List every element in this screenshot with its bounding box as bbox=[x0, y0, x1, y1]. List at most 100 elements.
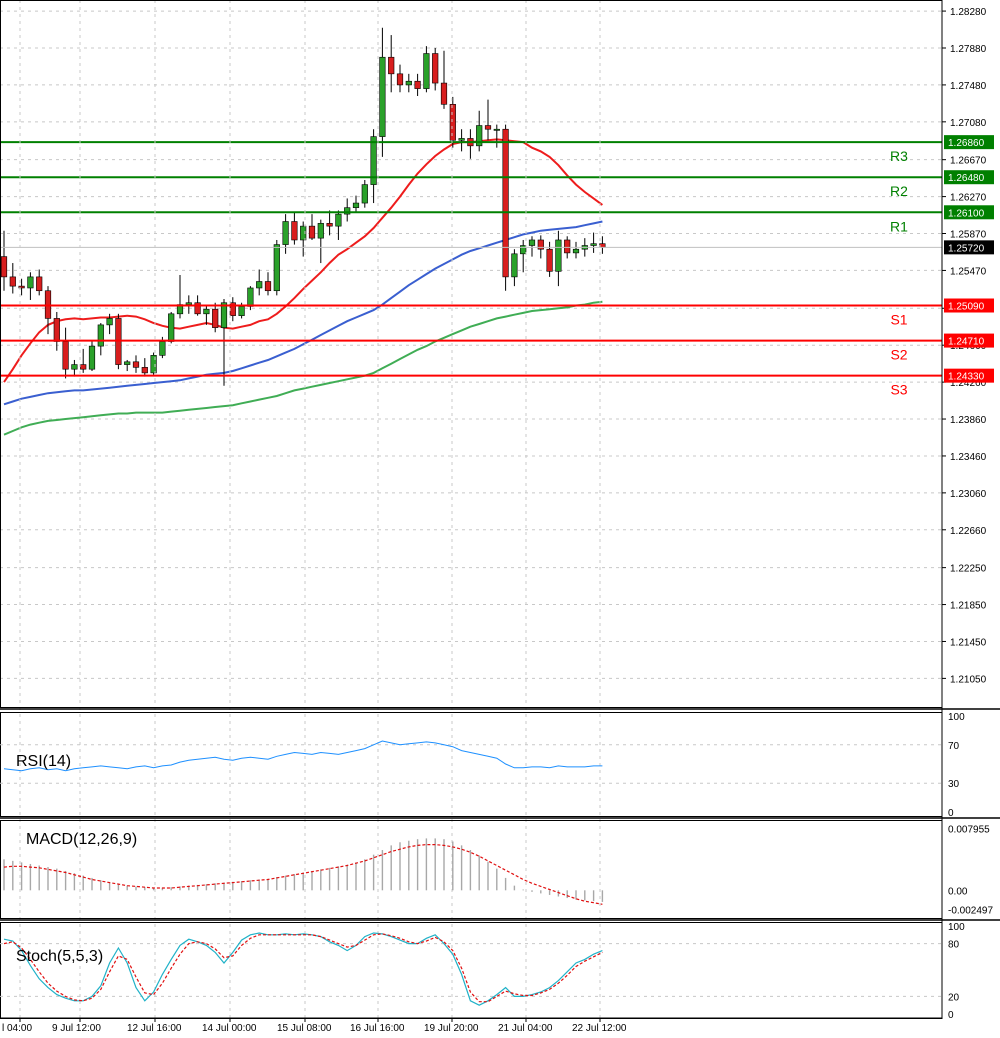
candle-bullish bbox=[423, 53, 430, 89]
level-price-label: 1.24330 bbox=[948, 372, 985, 383]
price-tick-label: 1.26270 bbox=[950, 193, 987, 204]
candle-bullish bbox=[379, 56, 386, 137]
x-tick-label: 12 Jul 16:00 bbox=[127, 1023, 182, 1033]
candle-bullish bbox=[335, 213, 342, 227]
candle-bearish bbox=[484, 125, 492, 130]
level-name-label: S2 bbox=[890, 347, 907, 363]
price-tick-label: 1.26670 bbox=[950, 156, 987, 167]
x-tick-label: 21 Jul 04:00 bbox=[498, 1023, 553, 1033]
candles bbox=[0, 27, 606, 386]
macd-tick-label: -0.002497 bbox=[948, 906, 993, 917]
price-tick-label: 1.27080 bbox=[950, 118, 987, 129]
level-name-label: S3 bbox=[890, 382, 907, 398]
level-s1: S1 1.25090 bbox=[0, 298, 994, 328]
candle-bullish bbox=[370, 136, 377, 185]
stoch-tick-label: 100 bbox=[948, 922, 965, 933]
candle-bullish bbox=[168, 313, 175, 342]
candle-bearish bbox=[502, 128, 509, 278]
candle-bullish bbox=[203, 308, 210, 315]
candle-bearish bbox=[36, 276, 43, 292]
price-tick-label: 1.27880 bbox=[950, 44, 987, 55]
x-tick-label: 22 Jul 12:00 bbox=[572, 1023, 627, 1033]
candle-bullish bbox=[476, 125, 483, 147]
price-tick-label: 1.23460 bbox=[950, 452, 987, 463]
level-price-label: 1.26480 bbox=[948, 173, 985, 184]
x-tick-label: 19 Jul 20:00 bbox=[424, 1023, 479, 1033]
level-price-label: 1.26100 bbox=[948, 208, 985, 219]
candle-bullish bbox=[352, 202, 360, 208]
rsi-panel-frame bbox=[0, 712, 943, 817]
stoch-signal-line bbox=[3, 933, 603, 1003]
current-price-tag bbox=[944, 240, 994, 255]
x-tick-label: l 04:00 bbox=[2, 1023, 32, 1033]
level-name-label: R1 bbox=[890, 218, 908, 234]
candle-bullish bbox=[493, 128, 500, 131]
candle-bullish bbox=[590, 243, 597, 246]
stoch-main-line bbox=[3, 932, 603, 1006]
candle-bullish bbox=[344, 207, 351, 215]
rsi-tick-label: 70 bbox=[948, 741, 960, 752]
x-axis: l 04:00 9 Jul 12:00 12 Jul 16:00 14 Jul 00:… bbox=[0, 1017, 942, 1034]
level-price-tag bbox=[944, 333, 994, 348]
candle-bullish bbox=[88, 345, 96, 370]
macd-signal-line bbox=[3, 844, 603, 905]
candle-bearish bbox=[308, 225, 316, 239]
level-r1: R1 1.26100 bbox=[0, 205, 994, 234]
candle-bullish bbox=[185, 302, 192, 305]
candle-bullish bbox=[458, 138, 465, 141]
macd-tick-label: 0.00 bbox=[948, 886, 968, 897]
x-tick-label: 14 Jul 00:00 bbox=[202, 1023, 257, 1033]
candle-bullish bbox=[317, 223, 324, 239]
level-name-label: R3 bbox=[890, 148, 908, 164]
candle-bearish bbox=[9, 276, 16, 287]
level-name-label: R2 bbox=[890, 183, 908, 199]
current-price-label: 1.25720 bbox=[948, 243, 985, 254]
candle-bearish bbox=[396, 73, 404, 86]
candle-bullish bbox=[555, 239, 562, 272]
price-tick-label: 1.27480 bbox=[950, 81, 987, 92]
candle-bullish bbox=[150, 355, 157, 374]
candle-bearish bbox=[53, 318, 60, 342]
x-tick-label: 16 Jul 16:00 bbox=[350, 1023, 405, 1033]
candle-bearish bbox=[546, 248, 553, 272]
rsi-tick-label: 0 bbox=[948, 808, 954, 819]
stoch-tick-label: 0 bbox=[948, 1010, 954, 1021]
price-tick-label: 1.25470 bbox=[950, 266, 987, 277]
price-tick-label: 1.28280 bbox=[950, 7, 987, 18]
rsi-line bbox=[3, 740, 603, 772]
candle-bullish bbox=[300, 225, 307, 241]
candle-bearish bbox=[194, 302, 201, 315]
candle-bullish bbox=[71, 364, 78, 370]
candle-bullish bbox=[106, 318, 113, 326]
price-tick-label: 1.21850 bbox=[950, 601, 987, 612]
candle-bullish bbox=[528, 239, 536, 246]
level-price-tag bbox=[944, 205, 994, 220]
price-tick-label: 1.23060 bbox=[950, 489, 987, 500]
macd-label: MACD(12,26,9) bbox=[26, 831, 137, 848]
rsi-label: RSI(14) bbox=[16, 753, 71, 770]
candle-bearish bbox=[291, 221, 298, 241]
candle-bullish bbox=[520, 245, 527, 255]
candle-bullish bbox=[247, 287, 254, 307]
stoch-label: Stoch(5,5,3) bbox=[16, 948, 103, 965]
level-price-tag bbox=[944, 170, 994, 185]
candle-bearish bbox=[264, 281, 272, 292]
candle-bearish bbox=[449, 103, 456, 141]
candle-bullish bbox=[256, 281, 263, 289]
macd-tick-label: 0.007955 bbox=[948, 825, 990, 836]
rsi-panel: 100 70 30 0 RSI(14) bbox=[0, 712, 965, 819]
candle-bullish bbox=[511, 253, 518, 278]
candle-bullish bbox=[273, 244, 280, 292]
macd-panel: 0.007955 0.00 -0.002497 MACD(12,26,9) bbox=[3, 825, 993, 917]
candle-bullish bbox=[238, 306, 245, 316]
level-r2: R2 1.26480 bbox=[0, 170, 994, 199]
candle-bearish bbox=[432, 53, 439, 84]
price-tick-label: 1.23860 bbox=[950, 415, 987, 426]
macd-panel-frame bbox=[0, 820, 943, 919]
candle-bearish bbox=[388, 56, 395, 75]
level-s2: S2 1.24710 bbox=[0, 333, 994, 363]
candle-bullish bbox=[97, 324, 104, 347]
price-tick-label: 1.25870 bbox=[950, 230, 987, 241]
